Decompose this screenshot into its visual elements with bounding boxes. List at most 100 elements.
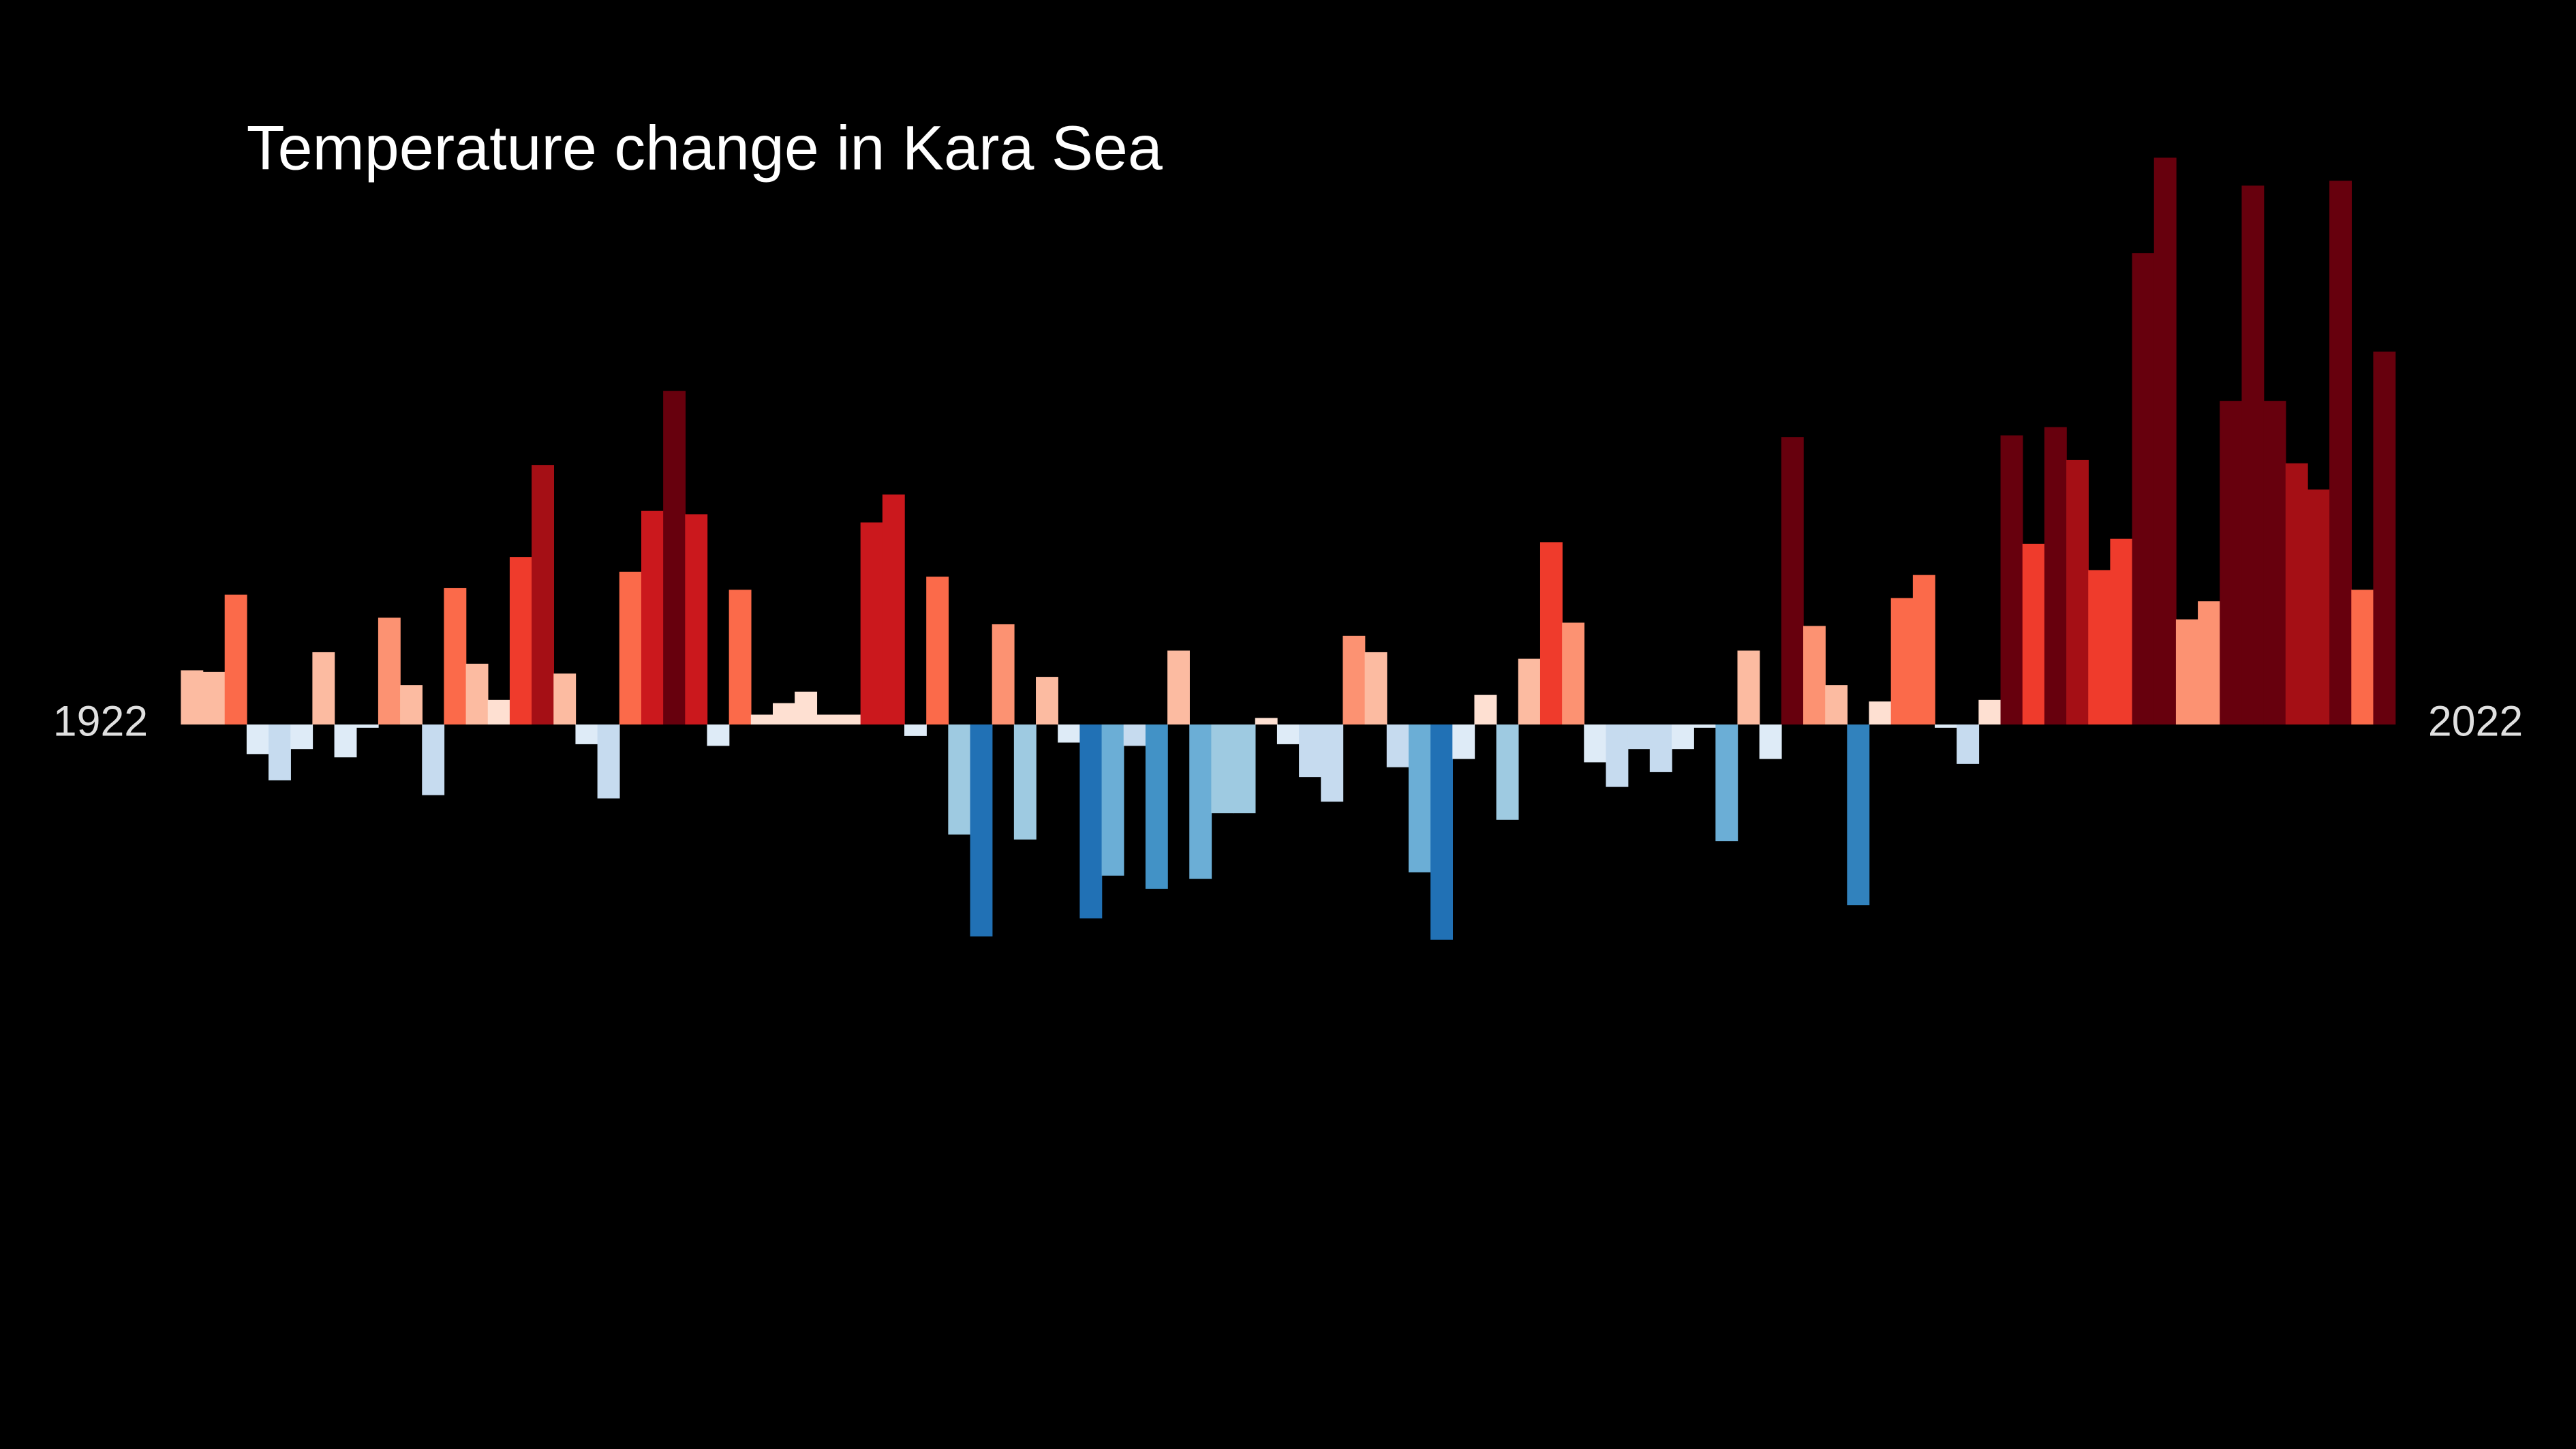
bar [1584,724,1607,763]
bar [1737,650,1760,724]
bar [772,703,795,724]
bar [1562,622,1585,724]
bar [2329,181,2352,724]
bar [1912,575,1935,724]
bar [729,590,752,724]
x-tick-label: 1922 [53,698,148,746]
bar [2351,590,2374,724]
bar [1036,677,1058,724]
bar [1496,724,1519,820]
bar [1759,724,1782,759]
bar [1693,724,1717,728]
bar [269,724,291,780]
bar [1539,542,1563,724]
bar [575,724,598,744]
bar [224,594,247,724]
bar [1364,652,1387,724]
bar [378,617,401,724]
bar [1715,724,1738,842]
bar [1058,724,1081,743]
x-tick-label: 2022 [2428,698,2523,746]
bar [2175,619,2198,724]
bar [1957,724,1980,764]
bar [1430,724,1454,940]
bar [1079,724,1103,919]
bar [400,685,423,724]
bar [465,663,489,724]
bar [553,673,577,724]
bar [1013,724,1037,840]
bar [2220,401,2243,724]
bar [816,714,840,724]
bar [1408,724,1431,872]
bar [444,588,467,724]
bar [2132,253,2155,724]
bar [1518,658,1541,724]
bar [202,671,226,724]
bar [2066,459,2089,724]
bar [1825,685,1848,724]
bar [1255,718,1278,724]
bar [334,724,357,758]
bar [2198,601,2220,724]
bar [882,494,905,724]
bar [2044,427,2067,724]
bar [2088,570,2111,724]
bar [663,391,686,724]
bar [2307,489,2330,724]
bar [356,724,379,728]
bar [619,571,642,724]
bar [1978,699,2002,724]
bar [1299,724,1321,778]
bar [1847,724,1870,906]
bar [795,691,818,724]
bar [597,724,620,799]
bar [1649,724,1672,772]
bar [2285,463,2308,724]
bar [532,465,554,724]
bar [509,557,532,724]
bar [1123,724,1146,746]
bar [1474,695,1497,724]
bar [422,724,445,795]
bar [2000,435,2023,724]
bar [1781,437,1804,724]
bar [1890,598,1914,724]
bar [1627,724,1651,750]
bar [1211,724,1234,814]
bar [246,724,269,754]
bar [487,699,510,724]
bar [948,724,971,835]
bar [1276,724,1300,744]
bar [750,714,773,724]
bar [2110,538,2133,724]
bar [838,714,861,724]
bar [1101,724,1124,876]
bar [1167,650,1190,724]
bar [2241,185,2265,725]
bar [1189,724,1212,879]
bar [312,652,335,724]
bar [707,724,730,746]
bar [1233,724,1256,814]
bar [1145,724,1168,889]
bar [290,724,313,750]
chart-title: Temperature change in Kara Sea [247,113,1163,183]
bar [1803,626,1826,724]
bar [970,724,993,936]
bar [1606,724,1629,787]
bar [904,724,927,736]
bar [860,522,883,724]
bar [1386,724,1409,767]
bar [2022,543,2045,724]
bar [1452,724,1475,759]
bar [2263,401,2286,724]
bar [992,624,1015,724]
bar [2373,351,2396,724]
bar [1935,724,1957,728]
bar [1343,635,1366,724]
bar [1321,724,1344,802]
bar [2153,157,2177,724]
